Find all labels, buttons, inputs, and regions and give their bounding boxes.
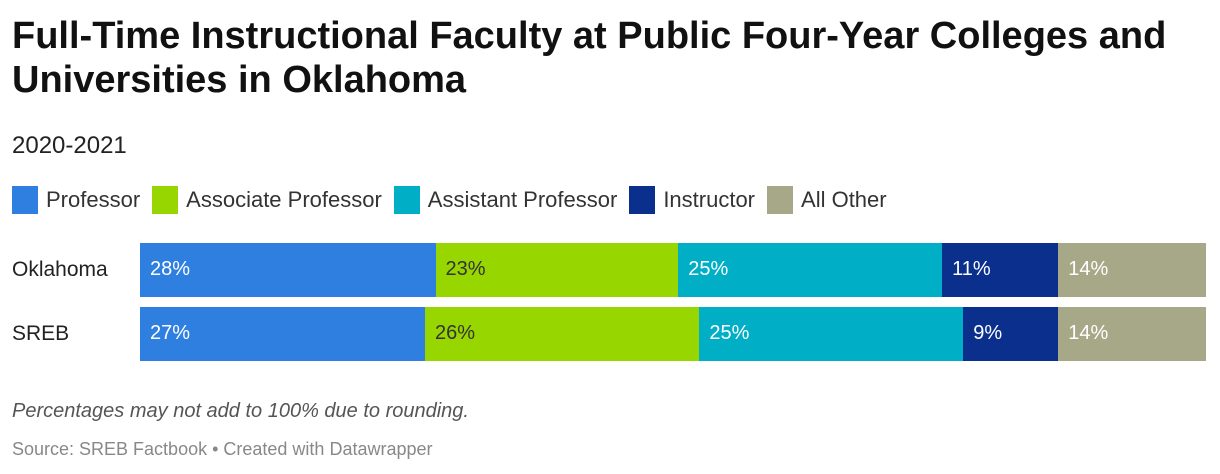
data-label: 23% xyxy=(445,258,486,280)
data-label: 14% xyxy=(1068,322,1109,344)
legend-swatch xyxy=(393,186,420,214)
bar-segment: 26% xyxy=(424,307,700,361)
data-label: 26% xyxy=(434,322,475,344)
data-label: 27% xyxy=(150,322,191,344)
chart-legend: Professor Associate Professor Assistant Pr… xyxy=(12,186,899,214)
source-credit: Source: SREB Factbook • Created with Dat… xyxy=(12,439,433,459)
data-label: 11% xyxy=(952,258,991,280)
legend-swatch xyxy=(767,186,794,214)
data-label: 28% xyxy=(150,258,191,280)
data-label: 25% xyxy=(709,322,750,344)
bar-segment: 27% xyxy=(140,307,426,361)
bar-row: 28% 23% 25% 11% 14% xyxy=(140,243,1207,297)
chart-subtitle: 2020-2021 xyxy=(12,132,127,159)
data-label: 9% xyxy=(973,322,1003,344)
bar-row: 27% 26% 25% 9% 14% xyxy=(140,307,1207,361)
legend-label: Professor xyxy=(46,187,141,212)
bar-segment: 11% xyxy=(942,243,1059,297)
legend-item: Instructor xyxy=(629,186,755,214)
legend-item: Professor xyxy=(12,186,140,214)
legend-label: All Other xyxy=(801,187,887,212)
legend-swatch xyxy=(629,186,656,214)
legend-label: Assistant Professor xyxy=(427,187,618,212)
bar-segment: 25% xyxy=(699,307,964,361)
footnote: Percentages may not add to 100% due to r… xyxy=(12,400,469,422)
bar-segment: 28% xyxy=(140,243,437,297)
legend-label: Associate Professor xyxy=(186,187,382,212)
bar-segment: 14% xyxy=(1058,243,1207,297)
bar-segment: 25% xyxy=(678,243,943,297)
legend-item: Assistant Professor xyxy=(393,186,618,214)
legend-label: Instructor xyxy=(663,187,756,212)
legend-swatch xyxy=(12,186,38,214)
bar-segment: 9% xyxy=(963,307,1059,361)
bar-segment: 23% xyxy=(435,243,679,297)
data-label: 25% xyxy=(688,258,729,280)
category-label: SREB xyxy=(12,322,70,345)
category-label: Oklahoma xyxy=(12,258,108,281)
legend-item: Associate Professor xyxy=(152,186,382,214)
data-label: 14% xyxy=(1068,258,1109,280)
chart-title: Full-Time Instructional Faculty at Publi… xyxy=(12,15,1167,101)
legend-item: All Other xyxy=(767,186,887,214)
stacked-bar-chart: Oklahoma 28% 23% 25% 11% 14% SREB 27% 26% 25% 9% 14… xyxy=(0,240,1220,364)
legend-swatch xyxy=(152,186,179,214)
bar-segment: 14% xyxy=(1058,307,1207,361)
